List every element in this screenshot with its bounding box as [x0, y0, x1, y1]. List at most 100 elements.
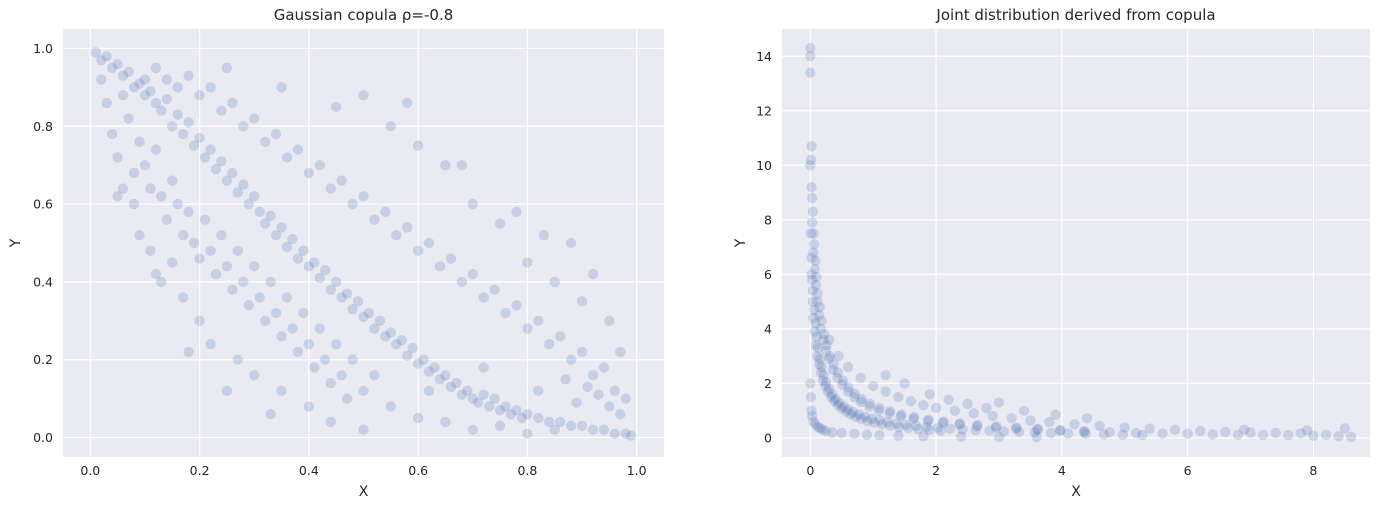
data-point [808, 312, 819, 324]
y-tick-label: 12 [756, 103, 772, 118]
x-tick-label: 0 [806, 463, 814, 478]
data-point [178, 230, 189, 241]
data-point [336, 175, 347, 186]
data-point [533, 385, 544, 397]
data-point [183, 70, 194, 81]
data-point [462, 385, 473, 397]
data-point [139, 159, 151, 171]
data-point [604, 315, 615, 327]
data-point [123, 66, 134, 78]
data-point [809, 263, 820, 275]
data-point [968, 408, 980, 419]
data-point [112, 191, 123, 202]
y-tick-label: 6 [764, 267, 772, 282]
data-point [134, 78, 145, 89]
data-point [112, 152, 123, 163]
data-point [358, 89, 369, 101]
data-point [369, 323, 380, 334]
data-point [336, 292, 347, 303]
data-point [873, 405, 885, 416]
data-point [1029, 427, 1041, 438]
data-point [954, 418, 966, 429]
data-point [840, 406, 852, 417]
y-tick-label: 0.4 [33, 274, 53, 289]
data-point [812, 421, 824, 433]
data-point [836, 403, 847, 414]
data-point [864, 398, 876, 410]
data-point [1025, 415, 1036, 426]
data-point [396, 335, 407, 346]
data-point [806, 217, 818, 228]
data-point [817, 424, 829, 435]
data-point [183, 346, 194, 358]
data-point [991, 421, 1002, 432]
data-point [391, 230, 402, 241]
data-point [806, 192, 818, 204]
data-point [943, 394, 954, 405]
data-point [576, 296, 588, 307]
data-point [1104, 426, 1115, 438]
data-point [347, 303, 358, 315]
data-point [856, 413, 867, 425]
data-point [842, 361, 854, 373]
chart-title: Joint distribution derived from copula [935, 6, 1215, 24]
data-point [805, 42, 816, 54]
data-point [96, 74, 107, 85]
data-point [565, 354, 577, 365]
y-tick-label: 10 [756, 158, 772, 173]
data-point [987, 410, 998, 422]
data-point [820, 380, 831, 392]
data-point [811, 271, 822, 283]
data-point [500, 307, 511, 319]
data-point [249, 191, 260, 202]
data-point [1130, 427, 1142, 439]
data-point [842, 386, 854, 397]
data-point [949, 405, 961, 416]
data-point [232, 245, 244, 256]
data-point [1031, 431, 1042, 443]
data-point [325, 284, 336, 295]
data-point [172, 109, 183, 120]
data-point [565, 420, 577, 432]
data-point [489, 393, 500, 404]
y-tick-label: 0.8 [33, 119, 53, 134]
data-point [876, 419, 888, 430]
data-point [96, 54, 107, 66]
data-point [869, 417, 880, 428]
data-point [276, 331, 287, 342]
data-point [900, 419, 912, 431]
data-point [522, 428, 533, 439]
data-point [516, 412, 528, 424]
data-point [423, 385, 435, 397]
data-point [533, 315, 544, 327]
data-point [500, 401, 511, 412]
data-point [893, 391, 904, 403]
data-point [412, 245, 424, 256]
data-point [320, 354, 331, 365]
data-point [847, 406, 859, 418]
data-point [369, 370, 380, 381]
data-point [358, 311, 369, 323]
x-axis-label: X [359, 484, 369, 500]
data-point [1144, 423, 1156, 434]
data-point [805, 378, 816, 389]
data-point [511, 206, 522, 218]
data-point [620, 393, 631, 404]
data-point [922, 415, 934, 427]
data-point [1098, 429, 1110, 440]
data-point [418, 354, 429, 365]
y-tick-label: 2 [764, 376, 772, 391]
data-point [813, 359, 825, 370]
data-point [341, 288, 353, 299]
data-point [221, 261, 233, 272]
data-point [402, 222, 413, 233]
data-point [935, 425, 946, 437]
data-point [259, 136, 271, 148]
data-point [814, 353, 825, 365]
data-point [827, 389, 838, 400]
data-point [473, 397, 484, 408]
data-point [374, 315, 386, 327]
data-point [806, 269, 817, 280]
data-point [836, 427, 847, 439]
